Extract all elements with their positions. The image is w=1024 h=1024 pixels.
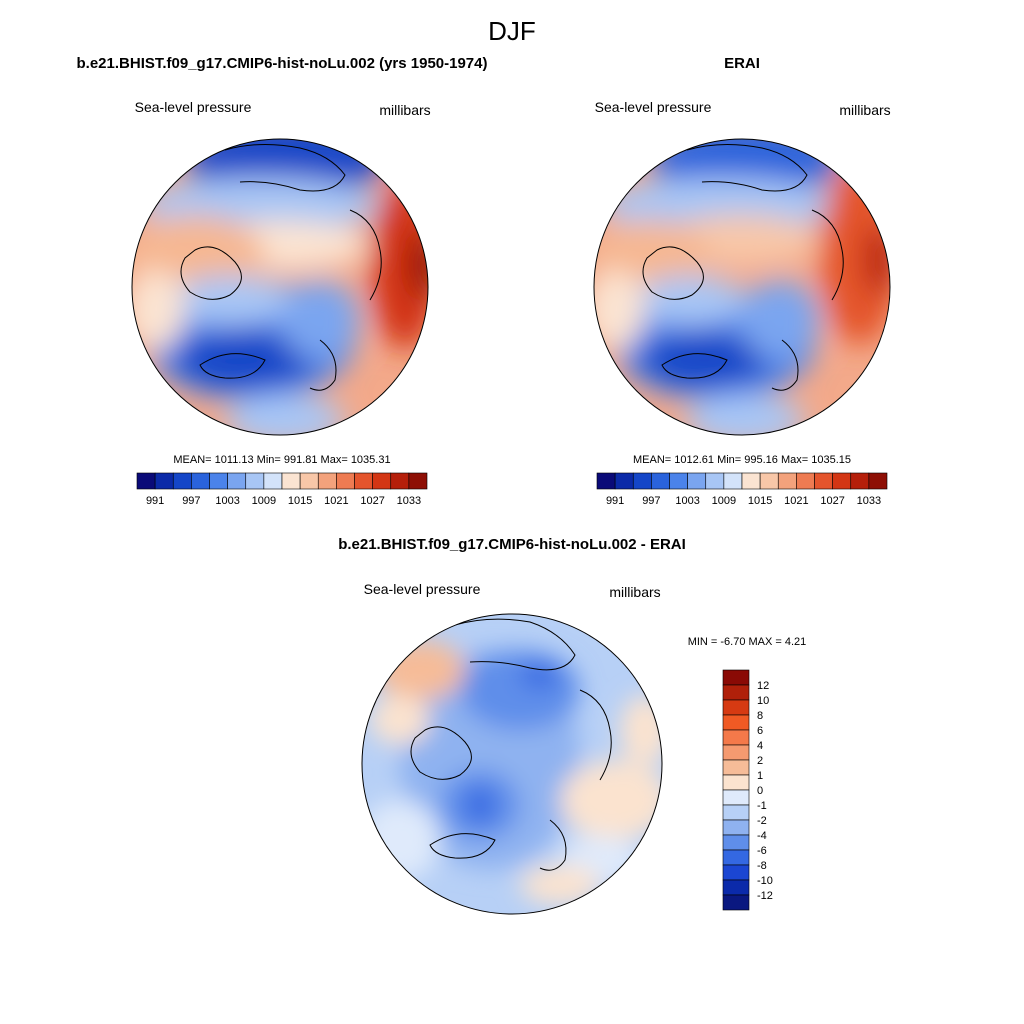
- panel-2-map: [593, 138, 891, 436]
- panel-2-colorbar: 991 997 1003 1009 1015 1021 1027 1033: [596, 472, 888, 507]
- panel-2-colorbar-swatch: [651, 472, 670, 490]
- panel-2-colorbar-tick-label: 1033: [857, 495, 881, 507]
- panel-1-colorbar-tick-label: 1009: [252, 495, 276, 507]
- panel-3-colorbar-swatch: [722, 729, 750, 746]
- panel-1-colorbar-swatch: [281, 472, 301, 490]
- panel-3-colorbar-swatch: [722, 819, 750, 836]
- panel-1-stats: MEAN= 1011.13 Min= 991.81 Max= 1035.31: [173, 454, 390, 466]
- panel-2-units: millibars: [839, 102, 890, 118]
- panel-2-stats: MEAN= 1012.61 Min= 995.16 Max= 1035.15: [633, 454, 851, 466]
- panel-2-colorbar-swatch: [777, 472, 797, 490]
- panel-1-colorbar-swatch: [299, 472, 319, 490]
- panel-1-colorbar-swatch: [263, 472, 283, 490]
- panel-2-colorbar-tick-label: 1009: [712, 495, 736, 507]
- panel-1-colorbar-swatch: [354, 472, 373, 490]
- panel-2-colorbar-swatch: [705, 472, 725, 490]
- panel-2-colorbar-swatch: [614, 472, 634, 490]
- panel-2-colorbar-swatch: [669, 472, 688, 490]
- panel-3-colorbar-swatch: [722, 684, 750, 701]
- panel-2-colorbar-tick-label: 997: [642, 495, 660, 507]
- panel-2-colorbar-swatch: [687, 472, 707, 490]
- panel-3-colorbar-tick-label: -12: [757, 890, 773, 902]
- panel-3-map: [361, 613, 663, 915]
- panel-2-colorbar-swatch: [759, 472, 779, 490]
- panel-3-colorbar-tick-label: -8: [757, 860, 767, 872]
- panel-3-colorbar-tick-label: -4: [757, 830, 767, 842]
- panel-2-variable: Sea-level pressure: [595, 99, 712, 115]
- panel-1-colorbar-tick-label: 1027: [360, 495, 384, 507]
- panel-2-colorbar-tick-label: 1021: [784, 495, 808, 507]
- panel-1-colorbar-swatch: [390, 472, 410, 490]
- panel-3-colorbar-tick-label: 12: [757, 680, 769, 692]
- panel-3-colorbar-tick-label: 8: [757, 710, 763, 722]
- panel-3-colorbar-tick-label: 4: [757, 740, 763, 752]
- panel-1-colorbar-tick-label: 1021: [324, 495, 348, 507]
- panel-2-colorbar-swatch: [632, 472, 652, 490]
- panel-3-colorbar-swatch: [722, 789, 750, 806]
- panel-1-colorbar-swatch: [317, 472, 337, 490]
- panel-1-colorbar-swatch: [408, 472, 428, 490]
- panel-3-colorbar-swatch: [722, 699, 750, 716]
- figure-title: DJF: [488, 16, 536, 46]
- panel-1-colorbar-swatch: [191, 472, 210, 490]
- panel-3-colorbar-tick-label: -10: [757, 875, 773, 887]
- panel-1-map: [131, 138, 429, 436]
- panel-2-colorbar-swatch: [850, 472, 870, 490]
- panel-3-colorbar-swatch: [722, 894, 750, 911]
- panel-2-colorbar-swatch: [796, 472, 815, 490]
- panel-1-units: millibars: [379, 102, 430, 118]
- panel-3-colorbar-swatch: [722, 744, 750, 761]
- panel-3-colorbar-swatch: [722, 849, 750, 866]
- panel-3-colorbar-tick-label: 6: [757, 725, 763, 737]
- panel-3-colorbar-tick-label: -1: [757, 800, 767, 812]
- panel-2-colorbar-tick-label: 991: [606, 495, 624, 507]
- panel-3-colorbar-swatch: [722, 774, 750, 791]
- panel-2-title: ERAI: [724, 55, 760, 72]
- panel-2-colorbar-swatch: [596, 472, 616, 490]
- panel-3-colorbar-swatch: [722, 714, 750, 731]
- panel-1-colorbar-tick-label: 1033: [397, 495, 421, 507]
- panel-2-colorbar-swatch: [723, 472, 743, 490]
- panel-3-colorbar-swatch: [722, 804, 750, 821]
- panel-1-colorbar-tick-label: 991: [146, 495, 164, 507]
- panel-1-colorbar-tick-label: 997: [182, 495, 200, 507]
- panel-2-colorbar-swatch: [868, 472, 888, 490]
- panel-1-title: b.e21.BHIST.f09_g17.CMIP6-hist-noLu.002 …: [77, 55, 488, 72]
- panel-3-colorbar-tick-label: -6: [757, 845, 767, 857]
- panel-1-variable: Sea-level pressure: [135, 99, 252, 115]
- panel-3-colorbar-swatch: [722, 879, 750, 896]
- panel-1-colorbar-tick-label: 1015: [288, 495, 312, 507]
- panel-1-colorbar-swatch: [172, 472, 192, 490]
- panel-1-colorbar-swatch: [136, 472, 156, 490]
- panel-1-colorbar-swatch: [336, 472, 355, 490]
- panel-1-colorbar-tick-label: 1003: [215, 495, 239, 507]
- panel-3-colorbar-swatch: [722, 864, 750, 881]
- panel-3-title: b.e21.BHIST.f09_g17.CMIP6-hist-noLu.002 …: [338, 536, 686, 553]
- panel-3-colorbar-tick-label: 1: [757, 770, 763, 782]
- panel-3-colorbar-swatch: [722, 834, 750, 851]
- panel-1-colorbar-swatch: [372, 472, 392, 490]
- panel-3-colorbar-swatch: [722, 759, 750, 776]
- panel-3-variable: Sea-level pressure: [364, 581, 481, 597]
- panel-3-units: millibars: [609, 584, 660, 600]
- panel-2-colorbar-swatch: [832, 472, 852, 490]
- panel-1-colorbar-swatch: [245, 472, 265, 490]
- panel-3-colorbar-tick-label: 0: [757, 785, 763, 797]
- panel-2-colorbar-swatch: [741, 472, 761, 490]
- panel-2-colorbar-tick-label: 1003: [675, 495, 699, 507]
- panel-3-colorbar-tick-label: 2: [757, 755, 763, 767]
- panel-1-colorbar-swatch: [209, 472, 228, 490]
- panel-1-colorbar-swatch: [154, 472, 174, 490]
- panel-3-colorbar-tick-label: 10: [757, 695, 769, 707]
- panel-3-stats: MIN = -6.70 MAX = 4.21: [688, 636, 807, 648]
- panel-2-colorbar-tick-label: 1015: [748, 495, 772, 507]
- panel-2-colorbar-swatch: [814, 472, 833, 490]
- panel-3-colorbar-swatch: [722, 669, 750, 686]
- panel-3-colorbar-tick-label: -2: [757, 815, 767, 827]
- panel-2-colorbar-tick-label: 1027: [820, 495, 844, 507]
- panel-1-colorbar-swatch: [227, 472, 247, 490]
- panel-1-colorbar: 991 997 1003 1009 1015 1021 1027 1033: [136, 472, 428, 507]
